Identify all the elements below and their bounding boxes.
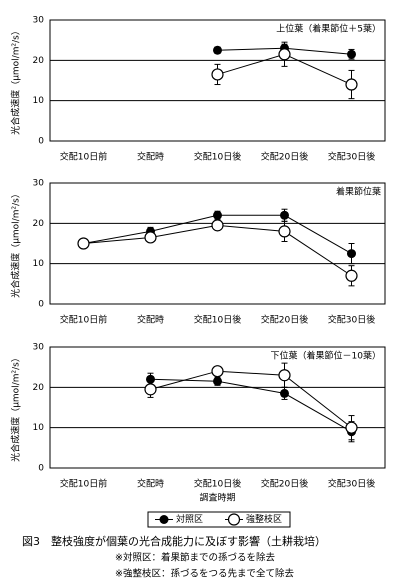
note: ※対照区：着果節までの孫づるを除去 bbox=[115, 552, 275, 564]
point bbox=[278, 225, 291, 238]
point bbox=[278, 48, 291, 61]
x-tick-label: 交配時 bbox=[137, 478, 164, 490]
panel-title: 下位葉（着果節位－10葉） bbox=[271, 350, 381, 362]
point bbox=[345, 78, 358, 91]
x-axis-label: 調査時期 bbox=[199, 492, 235, 504]
y-axis-label: 光合成速度（μmol/m²/s） bbox=[10, 353, 22, 462]
y-tick-label: 10 bbox=[33, 96, 45, 106]
x-tick-label: 交配30日後 bbox=[328, 314, 375, 326]
note: ※強整枝区：孫づるをつる先まで全て除去 bbox=[115, 568, 294, 580]
point bbox=[345, 269, 358, 282]
point bbox=[213, 376, 222, 386]
point bbox=[280, 210, 289, 220]
x-tick-label: 交配30日後 bbox=[328, 478, 375, 490]
x-tick-label: 交配時 bbox=[137, 314, 164, 326]
point bbox=[146, 374, 155, 384]
y-tick-label: 0 bbox=[38, 300, 44, 310]
x-tick-label: 交配30日後 bbox=[328, 151, 375, 163]
y-tick-label: 10 bbox=[33, 259, 45, 269]
x-tick-label: 交配10日後 bbox=[194, 151, 241, 163]
x-tick-label: 交配20日後 bbox=[261, 314, 308, 326]
y-tick-label: 20 bbox=[33, 383, 45, 393]
point bbox=[347, 49, 356, 59]
series-line bbox=[83, 224, 352, 277]
plot-frame bbox=[49, 182, 386, 305]
point bbox=[211, 68, 224, 81]
point bbox=[345, 421, 358, 434]
point bbox=[144, 383, 157, 396]
y-tick-label: 0 bbox=[38, 464, 44, 474]
series-line bbox=[150, 370, 352, 429]
legend-label: 対照区 bbox=[176, 513, 203, 525]
y-axis-label: 光合成速度（μmol/m²/s） bbox=[10, 26, 22, 135]
legend-marker bbox=[227, 513, 241, 526]
y-tick-label: 30 bbox=[33, 179, 45, 189]
point bbox=[211, 365, 224, 378]
legend-marker bbox=[159, 515, 169, 524]
x-tick-label: 交配10日前 bbox=[60, 478, 107, 490]
y-tick-label: 20 bbox=[33, 219, 45, 229]
point bbox=[278, 369, 291, 382]
y-axis-label: 光合成速度（μmol/m²/s） bbox=[10, 189, 22, 298]
x-tick-label: 交配時 bbox=[137, 151, 164, 163]
y-tick-label: 30 bbox=[33, 343, 45, 353]
x-tick-label: 交配20日後 bbox=[261, 478, 308, 490]
x-tick-label: 交配10日前 bbox=[60, 314, 107, 326]
point bbox=[211, 219, 224, 232]
point bbox=[213, 45, 222, 55]
legend-box bbox=[147, 511, 291, 528]
point bbox=[280, 388, 289, 398]
point bbox=[77, 237, 90, 250]
x-tick-label: 交配20日後 bbox=[261, 151, 308, 163]
x-tick-label: 交配10日前 bbox=[60, 151, 107, 163]
plot-frame bbox=[49, 19, 386, 142]
x-tick-label: 交配10日後 bbox=[194, 478, 241, 490]
point bbox=[347, 249, 356, 259]
x-tick-label: 交配10日後 bbox=[194, 314, 241, 326]
y-tick-label: 20 bbox=[33, 56, 45, 66]
legend-label: 強整枝区 bbox=[246, 513, 282, 525]
point bbox=[213, 210, 222, 220]
y-tick-label: 10 bbox=[33, 423, 45, 433]
plot-frame bbox=[49, 346, 386, 469]
point bbox=[144, 231, 157, 244]
y-tick-label: 0 bbox=[38, 137, 44, 147]
panel-title: 上位葉（着果節位＋5葉） bbox=[276, 23, 381, 35]
figure-caption: 図3 整枝強度が個葉の光合成能力に及ぼす影響（土耕栽培） bbox=[22, 534, 326, 548]
y-tick-label: 30 bbox=[33, 16, 45, 26]
panel-title: 着果節位葉 bbox=[336, 186, 381, 198]
